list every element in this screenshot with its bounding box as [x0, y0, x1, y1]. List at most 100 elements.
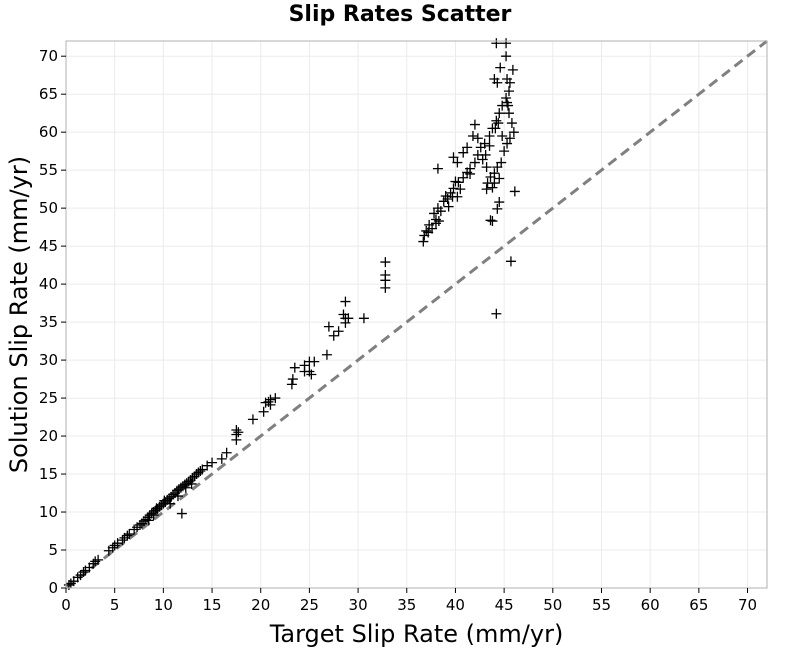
data-point-0-164	[501, 38, 512, 49]
x-tick-label-0: 0	[61, 596, 71, 614]
data-point-0-98	[380, 269, 391, 280]
reference-line-y-equals-x	[65, 39, 768, 590]
data-point-0-139	[491, 308, 502, 319]
data-point-0-57	[159, 495, 170, 506]
data-point-0-180	[477, 154, 488, 165]
data-point-0-108	[429, 208, 440, 219]
data-point-0-58	[172, 491, 183, 502]
data-point-0-129	[494, 108, 505, 119]
data-point-0-62	[186, 478, 197, 489]
data-point-0-17	[122, 530, 133, 541]
data-point-0-65	[216, 453, 227, 464]
data-point-0-153	[504, 133, 515, 144]
data-point-0-126	[484, 130, 495, 141]
data-point-0-181	[481, 162, 492, 173]
data-point-0-122	[469, 157, 480, 168]
data-point-0-160	[502, 73, 513, 84]
x-tick-label-4: 20	[251, 596, 270, 614]
data-point-0-157	[492, 77, 503, 88]
y-tick-label-14: 70	[39, 47, 58, 65]
x-axis-label: Target Slip Rate (mm/yr)	[269, 620, 564, 648]
data-point-0-70	[233, 427, 244, 438]
data-point-0-140	[485, 215, 496, 226]
data-point-0-94	[343, 313, 354, 324]
data-point-0-12	[107, 542, 118, 553]
data-point-0-60	[176, 508, 187, 519]
y-axis-label: Solution Slip Rate (mm/yr)	[5, 156, 33, 473]
data-point-0-15	[117, 535, 128, 546]
data-point-0-103	[421, 225, 432, 236]
data-point-0-165	[491, 38, 502, 49]
data-point-0-72	[258, 406, 269, 417]
data-point-0-55	[207, 457, 218, 468]
data-point-0-170	[452, 157, 463, 168]
data-points	[63, 38, 520, 590]
data-point-0-145	[489, 168, 500, 179]
data-point-0-96	[358, 313, 369, 324]
data-point-0-86	[306, 369, 317, 380]
data-point-0-177	[455, 184, 466, 195]
data-point-0-87	[321, 349, 332, 360]
data-point-0-76	[263, 396, 274, 407]
data-point-0-10	[93, 554, 104, 565]
data-point-0-137	[509, 186, 520, 197]
data-point-0-61	[165, 498, 176, 509]
data-point-0-131	[501, 92, 512, 103]
y-tick-label-4: 20	[39, 427, 58, 445]
data-point-0-100	[380, 282, 391, 293]
x-tick-label-2: 10	[154, 596, 173, 614]
data-point-0-63	[148, 510, 159, 521]
data-point-0-185	[481, 184, 492, 195]
data-point-0-134	[507, 64, 518, 75]
data-point-0-77	[270, 393, 281, 404]
data-point-0-66	[221, 447, 232, 458]
data-point-0-106	[427, 223, 438, 234]
data-point-0-89	[328, 330, 339, 341]
x-axis-ticks: 0 5 10 15 20 25 30 35 40 45 50 55 60 65 70	[61, 588, 757, 614]
x-tick-label-11: 55	[592, 596, 611, 614]
y-tick-label-7: 35	[39, 313, 58, 331]
x-tick-label-13: 65	[689, 596, 708, 614]
data-point-0-155	[493, 118, 504, 129]
data-point-0-90	[333, 326, 344, 337]
x-tick-label-14: 70	[738, 596, 757, 614]
data-point-0-135	[506, 118, 517, 129]
y-tick-label-11: 55	[39, 161, 58, 179]
data-point-0-18	[124, 529, 135, 540]
data-point-0-125	[479, 138, 490, 149]
data-point-0-101	[418, 236, 429, 247]
x-tick-label-7: 35	[397, 596, 416, 614]
data-point-0-64	[143, 515, 154, 526]
data-point-0-71	[247, 414, 258, 425]
data-point-0-132	[503, 86, 514, 97]
y-tick-label-5: 25	[39, 389, 58, 407]
y-tick-label-6: 30	[39, 351, 58, 369]
data-point-0-184	[487, 216, 498, 227]
data-point-0-172	[458, 147, 469, 158]
data-point-0-142	[494, 197, 505, 208]
data-point-0-147	[496, 157, 507, 168]
data-point-0-56	[151, 503, 162, 514]
y-tick-label-8: 40	[39, 275, 58, 293]
x-tick-label-6: 30	[349, 596, 368, 614]
data-point-0-85	[309, 356, 320, 367]
data-point-0-159	[501, 51, 512, 62]
y-tick-label-13: 65	[39, 85, 58, 103]
x-tick-label-10: 50	[543, 596, 562, 614]
x-tick-label-8: 40	[446, 596, 465, 614]
data-point-0-149	[484, 140, 495, 151]
data-point-0-182	[489, 178, 500, 189]
data-point-0-111	[435, 206, 446, 217]
data-point-0-175	[442, 194, 453, 205]
x-tick-label-9: 45	[495, 596, 514, 614]
data-point-0-88	[323, 321, 334, 332]
y-tick-label-3: 15	[39, 465, 58, 483]
data-point-0-163	[503, 108, 514, 119]
data-point-0-166	[469, 119, 480, 130]
y-axis-ticks: 0 5 10 15 20 25 30 35 40 45 50 55 60 65 70	[39, 47, 66, 597]
y-tick-label-1: 5	[48, 541, 58, 559]
y-tick-label-10: 50	[39, 199, 58, 217]
data-point-0-114	[443, 201, 454, 212]
data-point-0-78	[286, 379, 297, 390]
